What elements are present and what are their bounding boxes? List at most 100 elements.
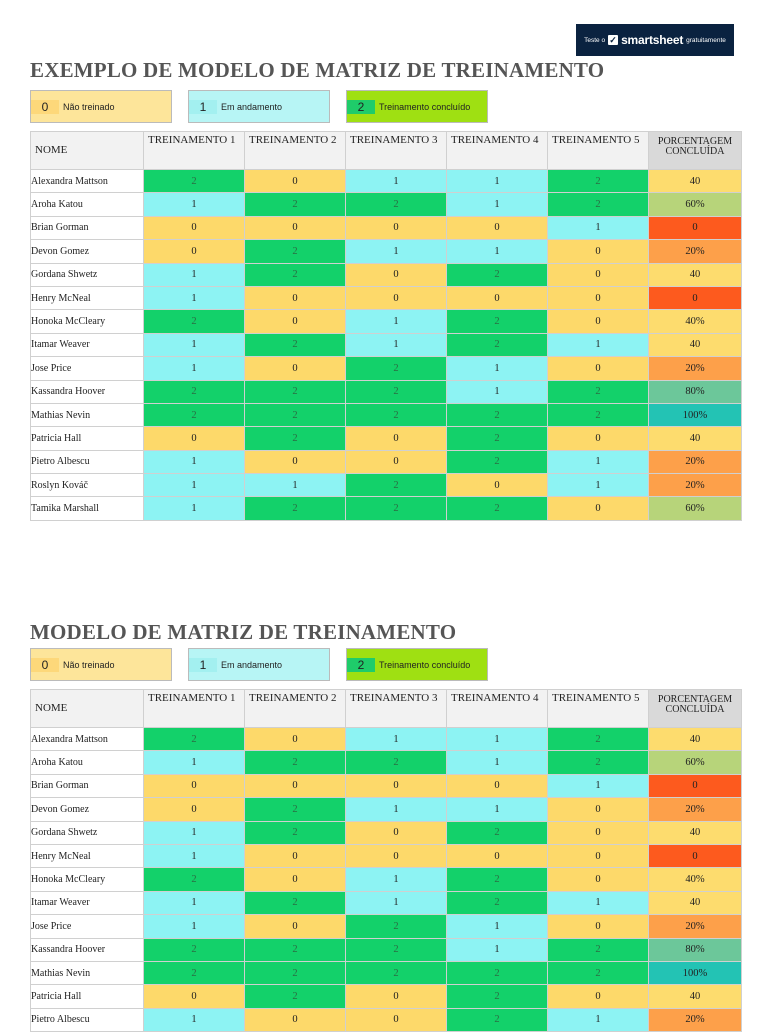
training-status-cell: 2 xyxy=(143,867,245,892)
training-status-cell: 2 xyxy=(143,960,245,986)
section-title: MODELO DE MATRIZ DE TREINAMENTO xyxy=(30,620,457,644)
training-status-cell: 0 xyxy=(547,820,649,845)
legend-value: 1 xyxy=(189,99,217,114)
table-row: Pietro Albescu 1 0 0 2 1 20% xyxy=(30,1007,742,1032)
percent-complete-cell: 60% xyxy=(648,496,742,521)
training-status-cell: 2 xyxy=(446,332,548,358)
training-status-cell: 1 xyxy=(547,890,649,916)
header-training-5: TREINAMENTO 5 xyxy=(547,131,649,170)
legend-completed: 2 Treinamento concluído xyxy=(346,648,488,681)
training-status-cell: 2 xyxy=(446,426,548,451)
employee-name: Pietro Albescu xyxy=(30,1007,144,1032)
table-row: Jose Price 1 0 2 1 0 20% xyxy=(30,914,742,939)
training-status-cell: 2 xyxy=(143,168,245,194)
percent-complete-cell: 100% xyxy=(648,960,742,986)
training-status-cell: 0 xyxy=(547,285,649,311)
percent-complete-cell: 40 xyxy=(648,984,742,1009)
training-status-cell: 0 xyxy=(143,426,245,451)
training-status-cell: 2 xyxy=(446,960,548,986)
training-status-cell: 2 xyxy=(244,937,346,962)
table-row: Brian Gorman 0 0 0 0 1 0 xyxy=(30,773,742,799)
employee-name: Patricia Hall xyxy=(30,426,144,451)
header-row: NOME TREINAMENTO 1 TREINAMENTO 2 TREINAM… xyxy=(30,689,742,728)
training-status-cell: 0 xyxy=(345,215,447,241)
training-status-cell: 1 xyxy=(143,820,245,845)
table-row: Brian Gorman 0 0 0 0 1 0 xyxy=(30,215,742,241)
training-status-cell: 0 xyxy=(143,984,245,1009)
header-percent-complete: PORCENTAGEM CONCLUÍDA xyxy=(648,131,742,170)
percent-complete-cell: 40 xyxy=(648,726,742,752)
table-row: Devon Gomez 0 2 1 1 0 20% xyxy=(30,239,742,264)
training-status-cell: 0 xyxy=(345,1007,447,1032)
header-training-1: TREINAMENTO 1 xyxy=(143,131,245,170)
percent-complete-cell: 80% xyxy=(648,379,742,404)
percent-complete-cell: 0 xyxy=(648,215,742,241)
training-status-cell: 2 xyxy=(446,262,548,287)
training-status-cell: 0 xyxy=(244,773,346,799)
header-training-3: TREINAMENTO 3 xyxy=(345,131,447,170)
training-status-cell: 0 xyxy=(547,426,649,451)
header-training-2: TREINAMENTO 2 xyxy=(244,131,346,170)
employee-name: Alexandra Mattson xyxy=(30,726,144,752)
training-status-cell: 1 xyxy=(446,192,548,217)
training-status-cell: 0 xyxy=(547,356,649,381)
legend-not-trained: 0 Não treinado xyxy=(30,648,172,681)
percent-complete-cell: 100% xyxy=(648,402,742,428)
training-status-cell: 1 xyxy=(143,1007,245,1032)
training-status-cell: 1 xyxy=(345,867,447,892)
percent-complete-cell: 40% xyxy=(648,867,742,892)
training-status-cell: 1 xyxy=(446,168,548,194)
training-status-cell: 1 xyxy=(345,797,447,822)
training-status-cell: 2 xyxy=(244,332,346,358)
training-status-cell: 1 xyxy=(143,262,245,287)
training-status-cell: 1 xyxy=(547,773,649,799)
employee-name: Henry McNeal xyxy=(30,285,144,311)
percent-complete-cell: 20% xyxy=(648,914,742,939)
table-row: Itamar Weaver 1 2 1 2 1 40 xyxy=(30,332,742,358)
table-row: Devon Gomez 0 2 1 1 0 20% xyxy=(30,797,742,822)
header-training-3: TREINAMENTO 3 xyxy=(345,689,447,728)
training-status-cell: 2 xyxy=(244,426,346,451)
training-status-cell: 0 xyxy=(547,496,649,521)
training-status-cell: 0 xyxy=(244,215,346,241)
training-status-cell: 0 xyxy=(547,239,649,264)
training-status-cell: 1 xyxy=(143,890,245,916)
training-status-cell: 0 xyxy=(446,843,548,869)
employee-name: Itamar Weaver xyxy=(30,332,144,358)
training-status-cell: 2 xyxy=(345,496,447,521)
training-status-cell: 1 xyxy=(143,449,245,475)
employee-name: Kassandra Hoover xyxy=(30,379,144,404)
employee-name: Henry McNeal xyxy=(30,843,144,869)
training-status-cell: 0 xyxy=(143,239,245,264)
legend: 0 Não treinado 1 Em andamento 2 Treiname… xyxy=(30,648,741,681)
smartsheet-trial-banner[interactable]: Teste o ✓ smartsheet gratuitamente xyxy=(576,24,734,56)
banner-prefix: Teste o xyxy=(584,36,606,44)
table-row: Gordana Shwetz 1 2 0 2 0 40 xyxy=(30,262,742,287)
table-row: Gordana Shwetz 1 2 0 2 0 40 xyxy=(30,820,742,845)
percent-complete-cell: 40 xyxy=(648,262,742,287)
training-status-cell: 1 xyxy=(446,750,548,775)
training-status-cell: 2 xyxy=(345,960,447,986)
header-row: NOME TREINAMENTO 1 TREINAMENTO 2 TREINAM… xyxy=(30,131,742,170)
employee-name: Pietro Albescu xyxy=(30,449,144,475)
percent-complete-cell: 20% xyxy=(648,449,742,475)
training-status-cell: 1 xyxy=(143,285,245,311)
training-status-cell: 0 xyxy=(446,773,548,799)
training-status-cell: 1 xyxy=(446,937,548,962)
matrix-section-example: EXEMPLO DE MODELO DE MATRIZ DE TREINAMEN… xyxy=(30,56,742,521)
training-status-cell: 0 xyxy=(143,797,245,822)
training-status-cell: 1 xyxy=(345,239,447,264)
training-status-cell: 1 xyxy=(143,496,245,521)
table-row: Jose Price 1 0 2 1 0 20% xyxy=(30,356,742,381)
training-status-cell: 2 xyxy=(446,309,548,334)
table-row: Pietro Albescu 1 0 0 2 1 20% xyxy=(30,449,742,475)
training-status-cell: 1 xyxy=(345,890,447,916)
training-status-cell: 2 xyxy=(547,192,649,217)
training-status-cell: 0 xyxy=(547,309,649,334)
training-status-cell: 2 xyxy=(244,262,346,287)
training-status-cell: 2 xyxy=(244,496,346,521)
employee-name: Mathias Nevin xyxy=(30,402,144,428)
employee-name: Jose Price xyxy=(30,356,144,381)
legend-value: 1 xyxy=(189,657,217,672)
training-status-cell: 2 xyxy=(547,402,649,428)
